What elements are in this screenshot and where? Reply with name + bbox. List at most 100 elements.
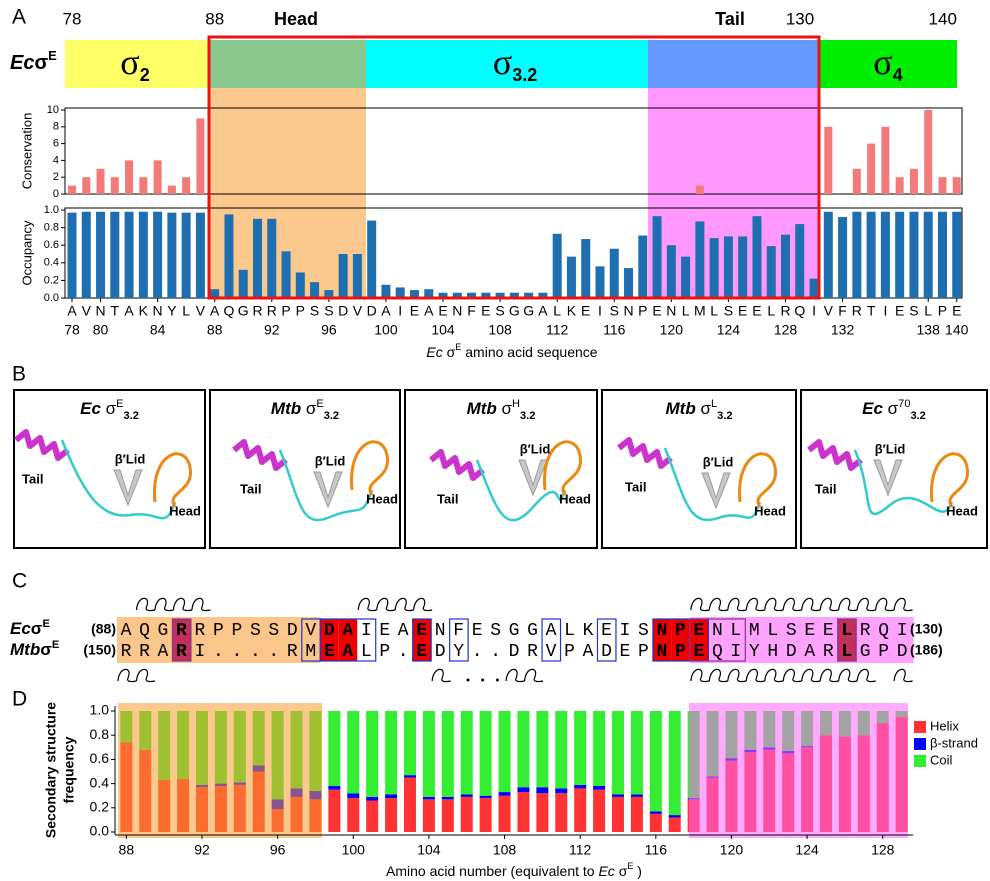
similar-box xyxy=(171,618,192,662)
bar-segment xyxy=(555,788,568,794)
residue-letter: A xyxy=(381,303,391,319)
bar xyxy=(495,292,505,298)
bar xyxy=(67,212,77,298)
bar xyxy=(695,185,704,194)
bar xyxy=(723,236,733,298)
x-tick-label: 116 xyxy=(645,842,668,858)
y-tick-label: 0.0 xyxy=(90,823,110,839)
structure-title-symbol: σ xyxy=(301,399,317,418)
bar xyxy=(952,211,962,298)
structure-box xyxy=(13,389,206,549)
bar xyxy=(68,185,76,194)
sequence-name-prefix: Ec xyxy=(10,619,31,638)
x-axis-title-symbol: σ xyxy=(443,344,456,360)
panel-label: C xyxy=(12,570,27,593)
structure-title-sup: E xyxy=(316,398,323,410)
residue: . xyxy=(490,642,501,662)
residue-letter: E xyxy=(952,303,961,319)
x-tick-label: 140 xyxy=(945,322,969,338)
y-tick-label: 1.0 xyxy=(90,702,110,718)
residue: R xyxy=(860,621,871,641)
bar-segment xyxy=(347,711,360,794)
bar xyxy=(467,292,477,298)
bar-segment xyxy=(479,795,492,799)
bar-segment xyxy=(517,711,530,788)
residue-letter: N xyxy=(452,303,462,319)
residue-letter: R xyxy=(852,303,862,319)
y-tick-label: 1.0 xyxy=(44,204,59,216)
lid-cartoon xyxy=(313,471,343,509)
bar-segment xyxy=(649,813,662,832)
bar-segment xyxy=(347,798,360,832)
bar xyxy=(381,284,391,298)
bar xyxy=(809,278,819,298)
residue: I xyxy=(730,642,741,662)
bar xyxy=(481,292,491,298)
bar xyxy=(139,177,148,194)
tail-label: Tail xyxy=(815,481,836,496)
bar xyxy=(452,292,462,298)
residue: D xyxy=(509,642,520,662)
bar-segment xyxy=(649,811,662,814)
residue: E xyxy=(693,621,704,641)
bar xyxy=(638,235,648,298)
residue: E xyxy=(693,642,704,662)
bar-segment xyxy=(555,793,568,832)
bar-segment xyxy=(422,796,435,800)
bar xyxy=(795,224,805,298)
region-label: Tail xyxy=(715,9,745,29)
bar-segment xyxy=(498,792,511,796)
bar-segment xyxy=(593,711,606,787)
head-region xyxy=(118,703,322,838)
residue: A xyxy=(158,642,169,662)
row-label-prefix: Ec xyxy=(10,52,34,74)
residue-letter: L xyxy=(767,303,775,319)
residue: F xyxy=(453,621,464,641)
residue: Q xyxy=(878,621,889,641)
bar xyxy=(181,212,191,298)
x-tick-label: 100 xyxy=(342,842,366,858)
residue: S xyxy=(268,621,279,641)
y-axis-title: Conservation xyxy=(19,113,34,190)
residue: N xyxy=(657,621,668,641)
residue-letter: L xyxy=(710,303,718,319)
lid-label: β′Lid xyxy=(520,441,551,456)
residue-letter: N xyxy=(153,303,163,319)
residue-letter: P xyxy=(938,303,947,319)
bar xyxy=(238,269,248,298)
structure-title-symbol: σ xyxy=(101,399,117,418)
bar xyxy=(96,168,105,194)
residue: E xyxy=(472,621,483,641)
bar xyxy=(395,287,405,298)
y-tick-label: 0.2 xyxy=(90,799,110,815)
coil-cartoon xyxy=(663,447,762,522)
residue-letter: A xyxy=(67,303,77,319)
bar xyxy=(310,282,320,298)
conserved-cell xyxy=(172,619,191,661)
residue-letter: I xyxy=(883,303,887,319)
residue: P xyxy=(638,642,649,662)
head-cartoon xyxy=(153,452,192,508)
residue: V xyxy=(546,642,557,662)
bar xyxy=(766,246,776,298)
structure-title-prefix: Ec xyxy=(862,399,883,418)
domain-label-symbol: σ xyxy=(873,42,892,82)
structure-box xyxy=(209,389,401,549)
residue: P xyxy=(878,642,889,662)
residue-letter: R xyxy=(252,303,262,319)
structure-title: Mtb σH3.2 xyxy=(467,398,536,422)
bar-segment xyxy=(328,789,341,832)
residue: . xyxy=(231,642,242,662)
x-tick-label: 78 xyxy=(64,322,80,338)
residue: A xyxy=(342,642,353,662)
residue-letter: T xyxy=(867,303,876,319)
helix-glyph xyxy=(893,668,913,683)
y-tick-label: 0.2 xyxy=(44,274,59,286)
domain-block xyxy=(65,40,209,88)
x-axis-title-sup: E xyxy=(627,861,633,871)
bar-segment xyxy=(479,798,492,832)
residue: N xyxy=(712,621,723,641)
head-cartoon xyxy=(738,452,777,508)
bar-segment xyxy=(403,777,416,832)
residue: . xyxy=(472,642,483,662)
